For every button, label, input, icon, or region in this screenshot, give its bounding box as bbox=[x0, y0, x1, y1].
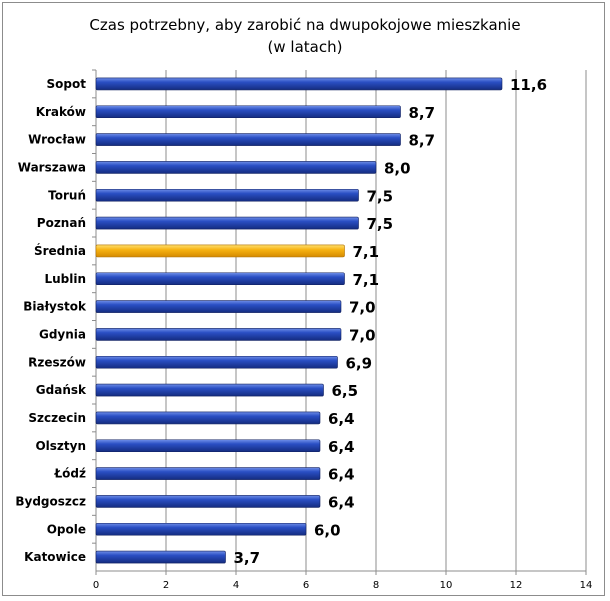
bar bbox=[95, 77, 503, 91]
data-label: 11,6 bbox=[510, 76, 547, 94]
data-label: 6,0 bbox=[314, 521, 341, 539]
category-label: Szczecin bbox=[28, 411, 86, 425]
data-label: 6,4 bbox=[328, 410, 355, 428]
bar bbox=[95, 133, 401, 146]
category-label: Białystok bbox=[23, 300, 87, 314]
bar bbox=[95, 383, 324, 397]
bar bbox=[95, 300, 342, 313]
bar bbox=[95, 105, 401, 119]
category-label: Katowice bbox=[24, 550, 86, 564]
data-label: 7,5 bbox=[367, 187, 394, 205]
category-label: Sopot bbox=[47, 77, 87, 91]
category-label: Lublin bbox=[44, 272, 86, 286]
category-label: Średnia bbox=[34, 243, 86, 258]
bar bbox=[95, 355, 338, 369]
bar bbox=[95, 495, 321, 508]
bar bbox=[95, 467, 321, 480]
category-label: Gdynia bbox=[39, 327, 86, 341]
category-label: Łódź bbox=[53, 467, 86, 481]
category-label: Rzeszów bbox=[28, 355, 86, 369]
category-label: Toruń bbox=[48, 188, 86, 202]
x-tick-label: 14 bbox=[580, 580, 593, 591]
category-label: Olsztyn bbox=[35, 439, 86, 453]
category-label: Bydgoszcz bbox=[15, 494, 86, 508]
data-label: 6,4 bbox=[328, 466, 355, 484]
x-tick-label: 0 bbox=[93, 580, 99, 591]
category-label: Gdańsk bbox=[36, 383, 87, 397]
category-label: Opole bbox=[47, 522, 86, 536]
chart-title: Czas potrzebny, aby zarobić na dwupokojo… bbox=[0, 14, 610, 58]
data-label: 6,4 bbox=[328, 438, 355, 456]
data-label: 7,1 bbox=[353, 243, 380, 261]
chart-title-main: Czas potrzebny, aby zarobić na dwupokojo… bbox=[89, 16, 521, 34]
x-tick-label: 10 bbox=[440, 580, 453, 591]
category-label: Kraków bbox=[36, 105, 86, 119]
category-label: Warszawa bbox=[18, 160, 86, 174]
data-label: 7,0 bbox=[349, 326, 376, 344]
x-tick-label: 6 bbox=[303, 580, 309, 591]
bar-average bbox=[95, 244, 345, 258]
data-label: 6,9 bbox=[346, 354, 373, 372]
bar bbox=[95, 411, 321, 425]
data-label: 8,0 bbox=[384, 159, 411, 177]
bar bbox=[95, 522, 307, 536]
data-label: 7,5 bbox=[367, 215, 394, 233]
data-label: 8,7 bbox=[409, 104, 436, 122]
chart-subtitle: (w latach) bbox=[267, 38, 343, 56]
bar bbox=[95, 272, 345, 286]
category-label: Poznań bbox=[37, 216, 86, 230]
data-label: 3,7 bbox=[234, 549, 261, 567]
bar bbox=[95, 161, 377, 174]
bar bbox=[95, 328, 342, 341]
data-label: 7,1 bbox=[353, 271, 380, 289]
bar bbox=[95, 188, 359, 202]
data-label: 6,4 bbox=[328, 493, 355, 511]
chart-frame bbox=[2, 2, 605, 596]
bar bbox=[95, 550, 226, 564]
data-label: 7,0 bbox=[349, 299, 376, 317]
bar bbox=[95, 216, 359, 230]
x-tick-label: 2 bbox=[163, 580, 169, 591]
bar bbox=[95, 439, 321, 453]
data-label: 6,5 bbox=[332, 382, 359, 400]
data-label: 8,7 bbox=[409, 132, 436, 150]
category-label: Wrocław bbox=[28, 133, 86, 147]
x-tick-label: 4 bbox=[233, 580, 239, 591]
x-tick-label: 8 bbox=[373, 580, 379, 591]
x-tick-label: 12 bbox=[510, 580, 523, 591]
